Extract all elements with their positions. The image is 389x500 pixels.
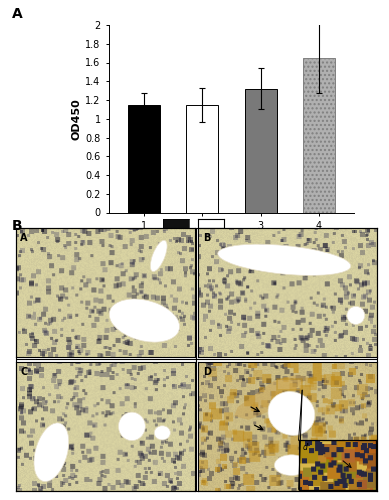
Ellipse shape [109,299,180,342]
Text: d': d' [302,444,309,452]
Text: A: A [12,8,23,22]
Text: B: B [12,219,22,233]
Ellipse shape [275,455,308,475]
X-axis label: Group: Group [212,236,251,246]
Ellipse shape [150,240,167,272]
Ellipse shape [268,392,315,436]
FancyBboxPatch shape [277,378,302,390]
Bar [128,104,160,212]
Ellipse shape [218,244,351,276]
Bar [303,58,335,212]
Text: A: A [20,232,28,242]
Ellipse shape [34,423,69,482]
Bar [245,89,277,212]
Ellipse shape [118,412,145,440]
Text: C: C [20,367,27,377]
Ellipse shape [154,426,170,440]
Polygon shape [234,374,309,420]
Ellipse shape [347,306,365,324]
Bar [186,104,218,212]
Y-axis label: OD450: OD450 [71,98,81,140]
Text: B: B [203,232,210,242]
Text: D: D [203,367,211,377]
